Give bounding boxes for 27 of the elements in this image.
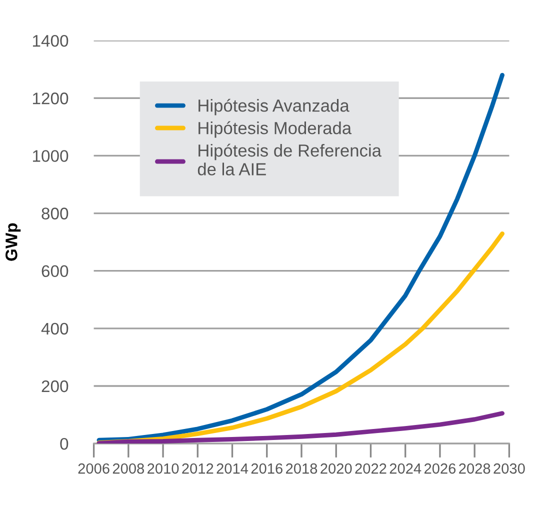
y-tick-label: 1000 — [33, 150, 68, 162]
x-tick-label: 2012 — [182, 463, 214, 474]
line-series — [96, 72, 504, 442]
x-tick-label: 2016 — [251, 463, 282, 474]
y-axis-title: GWp — [6, 223, 21, 261]
x-tick-label: 2010 — [148, 463, 179, 474]
y-tick-label: 0 — [60, 438, 68, 450]
y-tick-label: 1400 — [33, 34, 68, 47]
x-tick-label: 2022 — [355, 463, 386, 474]
x-tick-label: 2014 — [216, 463, 248, 474]
x-tick-label: 2028 — [459, 463, 490, 474]
line-series — [96, 411, 504, 444]
legend-label: Hipótesis de Referencia de la AIE — [198, 144, 382, 176]
x-tick-label: 2020 — [320, 463, 352, 474]
y-tick-label: 400 — [41, 322, 68, 335]
legend-label: Hipótesis Avanzada — [198, 98, 350, 116]
y-tick-label: 1200 — [33, 92, 68, 104]
x-tick-label: 2030 — [494, 463, 525, 474]
y-tick-label: 800 — [42, 208, 68, 220]
y-tick-label: 200 — [42, 380, 68, 392]
x-tick-label: 2008 — [112, 463, 144, 474]
legend-label: Hipótesis Moderada — [198, 121, 352, 138]
x-tick-label: 2018 — [286, 463, 318, 474]
x-tick-label: 2024 — [390, 463, 422, 474]
x-tick-label: 2006 — [78, 463, 110, 474]
y-tick-label: 600 — [42, 265, 68, 278]
x-tick-label: 2026 — [424, 463, 456, 474]
